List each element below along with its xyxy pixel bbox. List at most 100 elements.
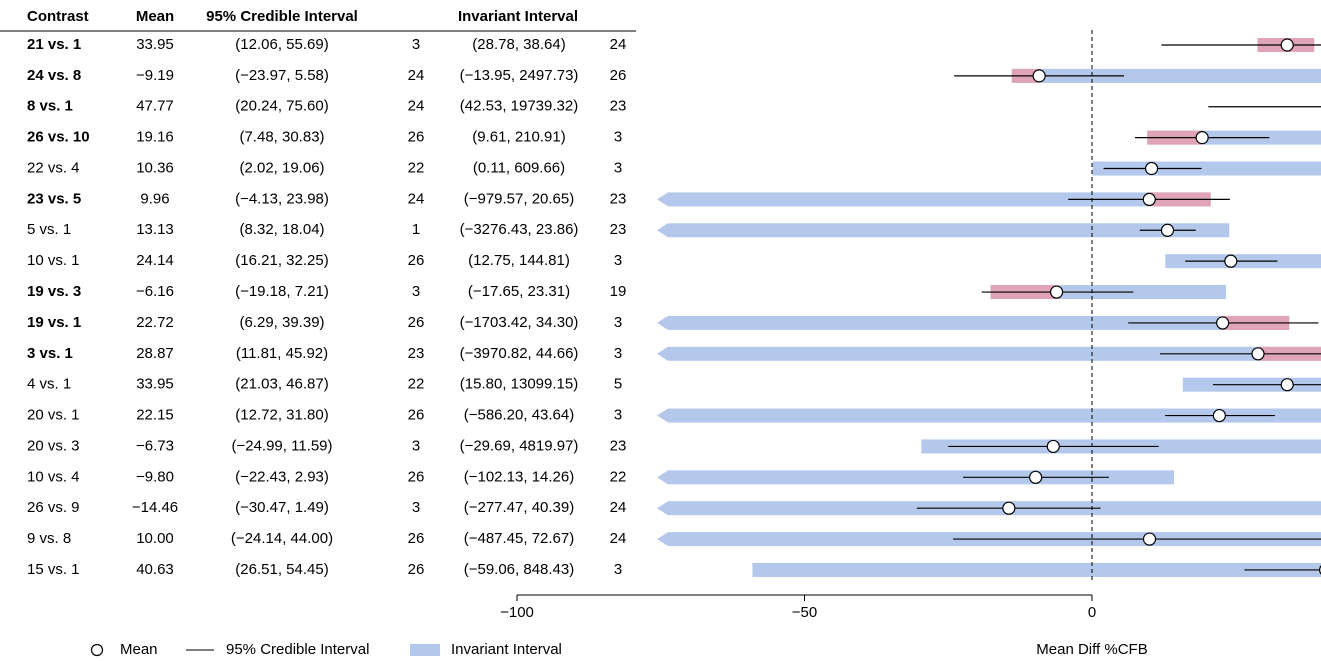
invariant-n: 23 [610, 98, 627, 115]
mean-value: 10.36 [136, 159, 174, 176]
invariant-interval: (−3276.43, 23.86) [460, 221, 579, 238]
clip-arrow [657, 223, 668, 238]
credible-interval: (7.48, 30.83) [239, 129, 324, 146]
mean-point [1280, 38, 1294, 52]
credible-interval: (6.29, 39.39) [239, 314, 324, 331]
contrast-label: 19 vs. 3 [27, 283, 81, 300]
invariant-n: 3 [614, 561, 622, 578]
legend-mean-marker [90, 643, 104, 657]
credible-n: 3 [412, 499, 420, 516]
invariant-bar [668, 408, 1321, 423]
contrast-label: 19 vs. 1 [27, 314, 81, 331]
x-tick-label: −50 [792, 604, 817, 621]
invariant-n: 23 [610, 221, 627, 238]
mean-value: −9.19 [136, 67, 174, 84]
contrast-label: 15 vs. 1 [27, 561, 80, 578]
contrast-label: 10 vs. 1 [27, 252, 80, 269]
legend-ii-marker [410, 644, 440, 656]
x-tick-label: 0 [1088, 604, 1096, 621]
invariant-interval: (−277.47, 40.39) [464, 499, 575, 516]
mean-value: 10.00 [136, 530, 174, 547]
mean-point [1280, 378, 1294, 392]
credible-interval: (2.02, 19.06) [239, 159, 324, 176]
column-header: Contrast [27, 8, 89, 25]
contrast-label: 22 vs. 4 [27, 159, 80, 176]
invariant-interval: (−102.13, 14.26) [464, 468, 575, 485]
mean-value: 13.13 [136, 221, 174, 238]
mean-point [1032, 69, 1046, 83]
invariant-n: 5 [614, 376, 622, 393]
credible-n: 26 [408, 530, 425, 547]
credible-interval: (12.72, 31.80) [235, 407, 328, 424]
credible-interval: (16.21, 32.25) [235, 252, 328, 269]
invariant-interval: (−3970.82, 44.66) [460, 345, 579, 362]
mean-point [1046, 439, 1060, 454]
contrast-label: 4 vs. 1 [27, 376, 71, 393]
mean-value: 28.87 [136, 345, 174, 362]
contrast-label: 20 vs. 1 [27, 407, 80, 424]
invariant-n: 3 [614, 129, 622, 146]
mean-value: −9.80 [136, 468, 174, 485]
credible-n: 26 [408, 314, 425, 331]
contrast-label: 26 vs. 10 [27, 129, 90, 146]
contrast-label: 24 vs. 8 [27, 67, 81, 84]
credible-interval: (20.24, 75.60) [235, 98, 328, 115]
credible-n: 1 [412, 221, 420, 238]
mean-point [1142, 192, 1156, 206]
mean-value: 22.72 [136, 314, 174, 331]
invariant-interval: (−13.95, 2497.73) [460, 67, 579, 84]
invariant-bar [668, 223, 1230, 238]
clip-arrow [657, 470, 668, 485]
contrast-label: 21 vs. 1 [27, 36, 81, 53]
invariant-n: 3 [614, 252, 622, 269]
invariant-interval: (−29.69, 4819.97) [460, 437, 579, 454]
mean-point [1216, 316, 1230, 330]
invariant-interval: (−1703.42, 34.30) [460, 314, 579, 331]
mean-value: 40.63 [136, 561, 174, 578]
contrast-label: 9 vs. 8 [27, 530, 71, 547]
invariant-interval: (−17.65, 23.31) [468, 283, 570, 300]
column-header: 95% Credible Interval [206, 8, 358, 25]
credible-interval: (−22.43, 2.93) [235, 468, 329, 485]
x-axis-label: Mean Diff %CFB [1036, 641, 1147, 658]
credible-n: 26 [408, 407, 425, 424]
invariant-bar [752, 562, 1321, 577]
credible-n: 26 [408, 468, 425, 485]
invariant-bar [668, 470, 1174, 485]
invariant-interval: (9.61, 210.91) [472, 129, 565, 146]
invariant-bar [668, 192, 1211, 207]
credible-n: 26 [408, 252, 425, 269]
invariant-n: 26 [610, 67, 627, 84]
legend-label: 95% Credible Interval [226, 641, 369, 658]
plot-area [657, 38, 1321, 577]
credible-interval: (8.32, 18.04) [239, 221, 324, 238]
mean-value: 47.77 [136, 98, 174, 115]
mean-value: 9.96 [140, 190, 169, 207]
contrast-label: 26 vs. 9 [27, 499, 80, 516]
credible-n: 23 [408, 345, 425, 362]
contrast-label: 20 vs. 3 [27, 437, 80, 454]
invariant-interval: (0.11, 609.66) [473, 159, 565, 176]
invariant-n: 24 [610, 36, 627, 53]
credible-n: 3 [412, 437, 420, 454]
clip-arrow [657, 315, 668, 330]
mean-value: −14.46 [132, 499, 178, 516]
invariant-n: 22 [610, 468, 627, 485]
clip-arrow [657, 192, 668, 207]
clip-arrow [657, 501, 668, 516]
legend-label: Mean [120, 641, 158, 658]
mean-point [1029, 470, 1043, 484]
invariant-n: 3 [614, 159, 622, 176]
invariant-bar [668, 315, 1290, 330]
credible-n: 24 [408, 98, 425, 115]
invariant-interval: (42.53, 19739.32) [460, 98, 578, 115]
column-header: Mean [136, 8, 174, 25]
contrast-label: 5 vs. 1 [27, 221, 71, 238]
credible-interval: (−24.99, 11.59) [231, 437, 332, 454]
invariant-interval: (−59.06, 848.43) [464, 561, 575, 578]
legend-label: Invariant Interval [451, 641, 562, 658]
mean-point [1195, 131, 1209, 145]
mean-point [1049, 285, 1064, 299]
mean-value: 22.15 [136, 407, 174, 424]
